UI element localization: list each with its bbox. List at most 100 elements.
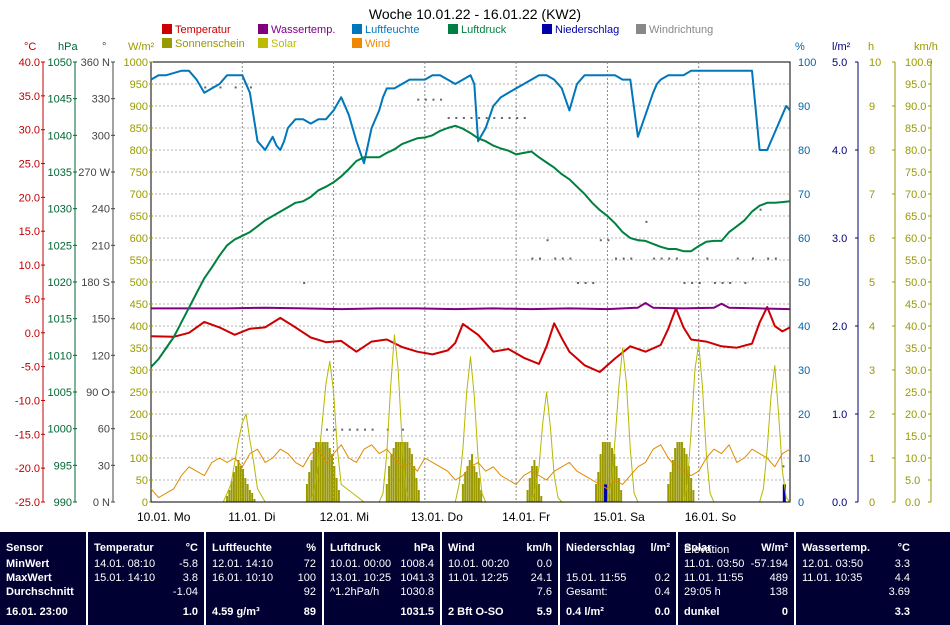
cell-left: Solar xyxy=(684,542,712,554)
sunshine-bar xyxy=(331,454,334,502)
cell-left: 29:05 h xyxy=(684,586,721,598)
wind-dir-point xyxy=(584,282,587,284)
axis-tick-solar: 800 xyxy=(130,145,148,157)
table-separator xyxy=(558,532,560,625)
axis-tick-sun: 3 xyxy=(869,365,875,377)
axis-tick-press: 1005 xyxy=(48,387,72,399)
wind-dir-point xyxy=(767,257,770,260)
table-row: -1.04 xyxy=(94,585,198,599)
sunshine-bar xyxy=(526,490,529,502)
axis-tick-solar: 350 xyxy=(130,343,148,355)
cell-left: 16.01. 10:10 xyxy=(212,572,274,584)
cell-right: °C xyxy=(185,542,198,554)
sunshine-bar xyxy=(410,454,413,502)
axis-tick-wind: 15.0 xyxy=(905,431,926,443)
table-row: Gesamt: 0.4 xyxy=(566,585,670,599)
axis-tick-hum: 60 xyxy=(798,233,810,245)
sunshine-bar xyxy=(417,490,420,502)
sunshine-bar xyxy=(321,442,324,502)
axis-tick-wind: 50.0 xyxy=(905,277,926,289)
axis-tick-wind: 25.0 xyxy=(905,387,926,399)
sunshine-bar xyxy=(335,478,338,502)
table-row: dunkel 0 xyxy=(684,605,788,619)
cell-left: 11.01. 10:35 xyxy=(802,572,863,584)
wind-dir-point xyxy=(485,117,488,119)
axis-tick-wind: 40.0 xyxy=(905,321,926,333)
axis-tick-solar: 450 xyxy=(130,299,148,311)
wind-dir-point xyxy=(668,257,671,260)
table-separator xyxy=(794,532,796,625)
legend-swatch xyxy=(258,38,268,48)
cell-right: 3.69 xyxy=(888,586,910,598)
sunshine-bar xyxy=(595,484,598,502)
axis-tick-press: 995 xyxy=(54,460,72,472)
sunshine-bar xyxy=(246,484,249,502)
axis-tick-sun: 5 xyxy=(869,277,875,289)
table-row: 16.01. 10:10 100 xyxy=(212,571,316,585)
axis-tick-hum: 80 xyxy=(798,145,810,157)
axis-tick-sun: 8 xyxy=(869,145,875,157)
axis-tick-wind: 85.0 xyxy=(905,123,926,135)
cell-right: % xyxy=(306,542,316,554)
sunshine-bar xyxy=(230,481,233,502)
sunshine-bar xyxy=(392,448,395,502)
wind-dir-point xyxy=(303,282,306,284)
cell-left: 15.01. 11:55 xyxy=(566,572,627,584)
legend-swatch xyxy=(352,24,362,34)
axis-tick-temp: -20.0 xyxy=(15,463,40,475)
precip-bar xyxy=(604,484,608,502)
table-row: Niederschlag l/m² xyxy=(566,541,670,555)
wind-dir-point xyxy=(356,428,359,431)
table-row: 10.01. 00:00 1008.4 xyxy=(330,557,434,571)
axis-tick-press: 1040 xyxy=(48,130,72,142)
sunshine-bar xyxy=(608,442,611,502)
cell-left: 14.01. 08:10 xyxy=(94,558,156,570)
axis-tick-press: 1025 xyxy=(48,240,72,252)
x-tick-label: 15.01. Sa xyxy=(593,510,645,524)
wind-dir-point xyxy=(630,257,633,260)
legend-swatch xyxy=(636,24,646,34)
axis-tick-hum: 10 xyxy=(798,453,810,465)
table-row xyxy=(566,557,670,571)
sunshine-bar xyxy=(390,454,393,502)
axis-tick-solar: 0 xyxy=(142,497,148,509)
wind-dir-point xyxy=(508,117,511,119)
series-line-humidity xyxy=(150,69,791,165)
cell-left: 11.01. 12:25 xyxy=(448,572,509,584)
axis-tick-press: 990 xyxy=(54,497,72,509)
axis-tick-solar: 950 xyxy=(130,79,148,91)
wind-dir-point xyxy=(424,98,427,101)
sunshine-bar xyxy=(413,466,416,502)
legend-label: Wassertemp. xyxy=(271,24,335,36)
sunshine-bar xyxy=(315,442,318,502)
wind-dir-point xyxy=(691,282,694,284)
table-row: 3.3 xyxy=(802,605,910,619)
axis-unit-dir: ° xyxy=(102,41,106,53)
table-column-solar: Solar W/m² 11.01. 03:50 -57.194 Elevation 11.… xyxy=(678,532,794,625)
table-row: Luftfeuchte% xyxy=(212,541,316,555)
cell-right: 1.0 xyxy=(182,606,198,618)
axis-tick-dir: 120 xyxy=(92,350,110,362)
axis-tick-temp: 5.0 xyxy=(25,294,40,306)
sunshine-bar xyxy=(464,472,467,502)
sunshine-bar xyxy=(531,466,534,502)
axis-tick-press: 1030 xyxy=(48,204,72,216)
axis-tick-sun: 1 xyxy=(869,453,875,465)
axis-unit-press: hPa xyxy=(58,41,78,53)
axis-tick-solar: 50 xyxy=(136,475,148,487)
axis-tick-solar: 650 xyxy=(130,211,148,223)
axis-tick-rain: 5.0 xyxy=(832,57,847,69)
wind-dir-point xyxy=(234,86,237,89)
wind-dir-point xyxy=(729,282,732,284)
axis-tick-wind: 10.0 xyxy=(905,453,926,465)
axis-tick-rain: 1.0 xyxy=(832,409,847,421)
axis-tick-temp: 0.0 xyxy=(25,328,40,340)
axis-tick-rain: 0.0 xyxy=(832,497,847,509)
axis-tick-temp: -15.0 xyxy=(15,429,40,441)
wind-dir-point xyxy=(645,220,648,223)
x-tick-label: 16.01. So xyxy=(685,510,737,524)
wind-dir-point xyxy=(516,117,519,119)
table-separator xyxy=(204,532,206,625)
axis-tick-wind: 95.0 xyxy=(905,79,926,91)
axis-tick-temp: 35.0 xyxy=(19,91,40,103)
